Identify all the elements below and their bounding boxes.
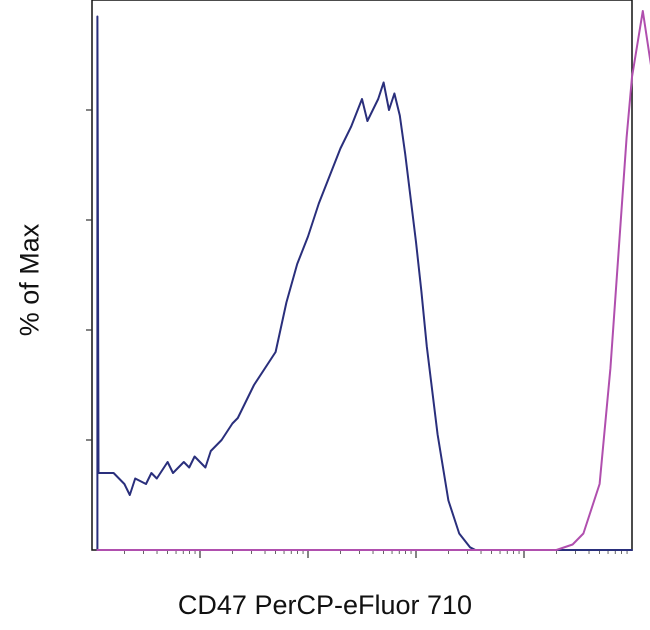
x-axis-label: CD47 PerCP-eFluor 710	[177, 590, 473, 620]
series-line-0	[96, 15, 633, 551]
y-axis-ticks	[86, 109, 92, 441]
y-axis-label: % of Max	[14, 223, 45, 337]
plot-frame	[91, 0, 633, 551]
series-layer	[96, 10, 650, 551]
series-line-1	[96, 10, 650, 551]
x-axis-major-ticks	[199, 550, 525, 558]
